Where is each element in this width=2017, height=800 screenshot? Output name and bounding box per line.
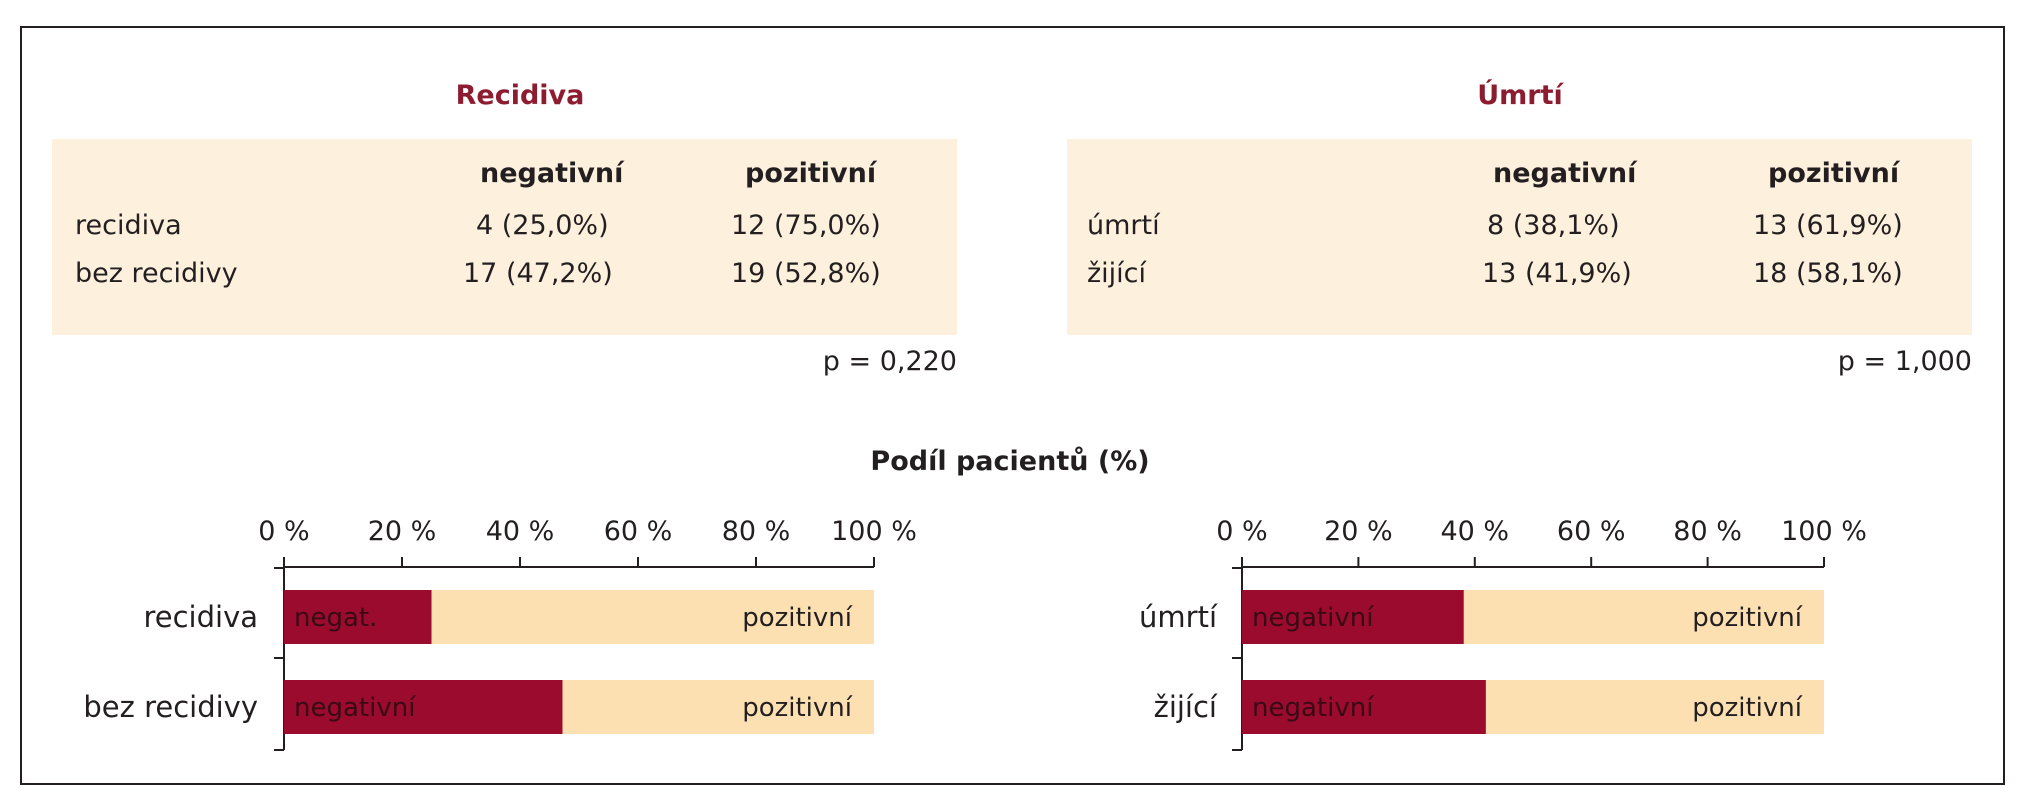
y-category-label: recidiva [143,600,258,634]
bar-label-positive: pozitivní [742,693,853,723]
table-title: Úmrtí [1477,80,1563,111]
bar-negative [284,680,563,734]
x-tick-label: 0 % [1216,516,1267,547]
column-header-positive: pozitivní [745,158,877,189]
bar-positive [431,590,874,644]
bar-negative [1242,590,1464,644]
row-label: bez recidivy [75,258,238,289]
bar-label-negative: negativní [1252,693,1374,723]
bar-label-negative: negat. [294,603,377,633]
cell-negative: 4 (25,0%) [476,210,609,241]
row-label: recidiva [75,210,182,241]
bar-label-positive: pozitivní [1692,603,1803,633]
x-tick-label: 20 % [1324,516,1393,547]
x-tick-label: 80 % [722,516,791,547]
bar-positive [1485,680,1824,734]
cell-negative: 13 (41,9%) [1482,258,1632,289]
column-header-negative: negativní [480,158,624,189]
bar-positive [1463,590,1824,644]
bar-positive [562,680,874,734]
y-category-label: bez recidivy [83,690,258,724]
x-tick-label: 40 % [1440,516,1509,547]
y-category-label: žijící [1154,690,1218,724]
bar-negative [1242,680,1486,734]
x-tick-label: 0 % [258,516,309,547]
x-tick-label: 60 % [1557,516,1626,547]
bar-label-negative: negativní [294,693,416,723]
row-label: úmrtí [1087,210,1160,241]
chart-title: Podíl pacientů (%) [870,446,1150,477]
x-tick-label: 100 % [1781,516,1867,547]
x-tick-label: 80 % [1673,516,1742,547]
cell-negative: 8 (38,1%) [1487,210,1620,241]
p-value: p = 0,220 [822,346,957,377]
bar-label-positive: pozitivní [1692,693,1803,723]
cell-negative: 17 (47,2%) [463,258,613,289]
table-title: Recidiva [455,80,585,111]
bar-negative [284,590,432,644]
cell-positive: 12 (75,0%) [731,210,881,241]
p-value: p = 1,000 [1837,346,1972,377]
bar-label-positive: pozitivní [742,603,853,633]
x-tick-label: 60 % [604,516,673,547]
x-tick-label: 40 % [486,516,555,547]
y-category-label: úmrtí [1139,600,1218,634]
cell-positive: 19 (52,8%) [731,258,881,289]
figure-frame [20,26,2005,785]
table-background [1067,139,1972,335]
cell-positive: 13 (61,9%) [1753,210,1903,241]
column-header-negative: negativní [1493,158,1637,189]
x-tick-label: 100 % [831,516,917,547]
bar-label-negative: negativní [1252,603,1374,633]
x-tick-label: 20 % [368,516,437,547]
cell-positive: 18 (58,1%) [1753,258,1903,289]
column-header-positive: pozitivní [1768,158,1900,189]
row-label: žijící [1087,258,1147,289]
table-background [52,139,957,335]
